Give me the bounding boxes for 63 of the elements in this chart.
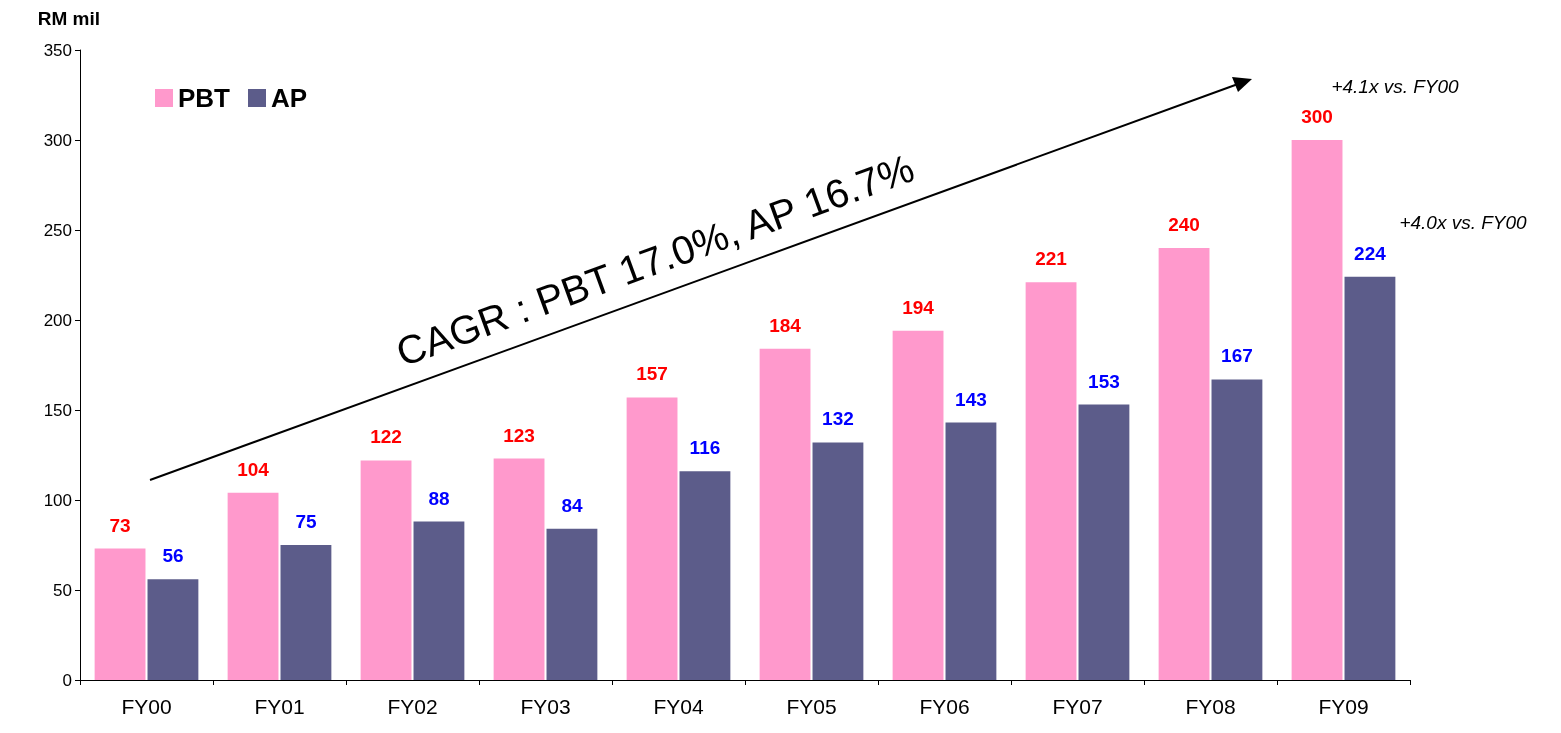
bar <box>626 397 678 680</box>
data-label: 153 <box>1088 370 1120 392</box>
legend-label: PBT <box>178 83 231 113</box>
legend-label: AP <box>271 83 308 113</box>
annotation: +4.0x vs. FY00 <box>1399 211 1528 233</box>
data-label: 224 <box>1354 242 1387 264</box>
bar <box>227 492 279 680</box>
x-tick-label: FY07 <box>1052 695 1103 718</box>
x-tick-label: FY08 <box>1185 695 1236 718</box>
y-tick-label: 350 <box>43 40 72 60</box>
x-tick-label: FY00 <box>121 695 172 718</box>
bar <box>812 442 864 680</box>
bar <box>892 330 944 680</box>
data-label: 240 <box>1168 214 1200 235</box>
x-tick-label: FY03 <box>520 695 571 718</box>
bar <box>1158 248 1210 680</box>
bar <box>360 460 412 680</box>
y-tick-label: 300 <box>43 130 72 150</box>
y-tick-label: 0 <box>62 670 72 690</box>
bar <box>147 579 199 680</box>
bar <box>1078 404 1130 680</box>
x-tick-label: FY05 <box>786 695 837 718</box>
data-label: 104 <box>237 458 270 480</box>
bar <box>280 545 332 680</box>
data-label: 123 <box>503 424 535 446</box>
data-label: 132 <box>822 408 854 430</box>
data-label: 157 <box>636 363 668 385</box>
y-tick-label: 200 <box>43 310 72 330</box>
data-label: 88 <box>428 487 450 509</box>
bar <box>1211 379 1263 680</box>
bar <box>1025 282 1077 680</box>
data-label: 75 <box>295 511 317 532</box>
annotation: +4.1x vs. FY00 <box>1331 75 1460 97</box>
data-label: 143 <box>955 388 987 410</box>
x-tick-label: FY02 <box>387 695 438 718</box>
y-tick-label: 150 <box>43 400 72 420</box>
bar <box>679 471 731 680</box>
bar <box>94 548 146 680</box>
data-label: 56 <box>162 545 184 567</box>
x-tick-label: FY09 <box>1318 695 1369 718</box>
y-tick-label: 250 <box>43 220 72 240</box>
y-tick-label: 50 <box>53 580 72 600</box>
data-label: 300 <box>1301 106 1333 127</box>
x-tick-label: FY06 <box>919 695 970 718</box>
bar <box>1344 276 1396 680</box>
bar <box>493 458 545 680</box>
bar <box>759 348 811 680</box>
x-tick-label: FY04 <box>653 695 704 718</box>
bar <box>413 521 465 680</box>
bar <box>1291 140 1343 680</box>
data-label: 73 <box>109 514 131 536</box>
data-label: 116 <box>689 437 721 459</box>
bar <box>546 528 598 680</box>
data-label: 184 <box>769 314 802 336</box>
y-axis-title: RM mil <box>37 8 100 29</box>
bar <box>945 422 997 680</box>
data-label: 167 <box>1221 345 1253 367</box>
data-label: 221 <box>1035 248 1068 270</box>
y-tick-label: 100 <box>43 490 72 510</box>
data-label: 84 <box>561 494 583 516</box>
x-tick-label: FY01 <box>254 695 305 718</box>
data-label: 122 <box>370 426 402 448</box>
data-label: 194 <box>902 296 935 318</box>
